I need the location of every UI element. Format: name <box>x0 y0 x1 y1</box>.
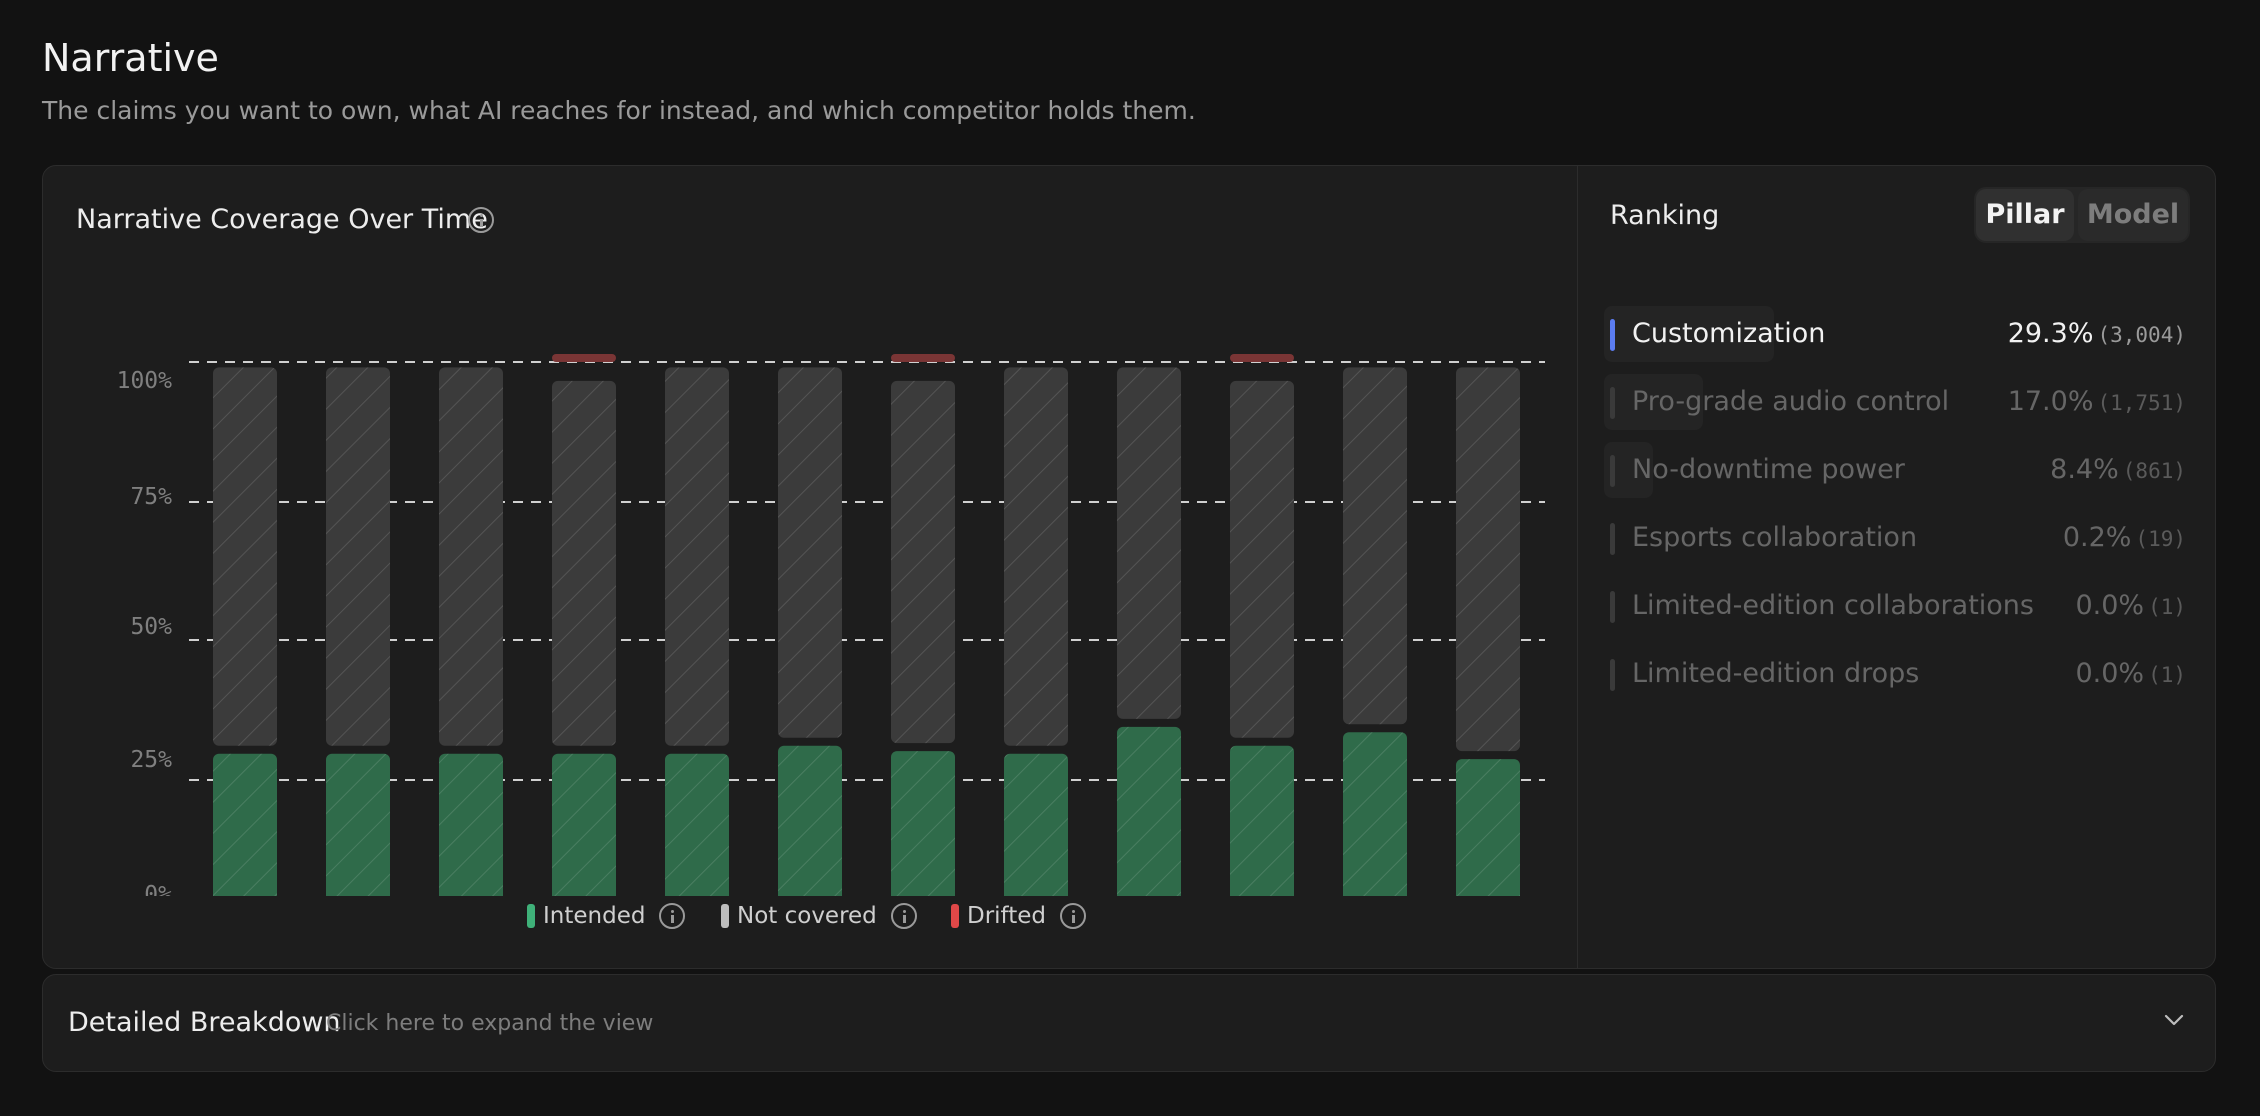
bar-hatch <box>1456 367 1520 752</box>
ranking-value: 0.2% (19) <box>2063 522 2186 553</box>
legend-swatch-not-covered <box>721 904 729 928</box>
bar-hatch <box>1343 367 1407 725</box>
ranking-label: No-downtime power <box>1632 454 1905 485</box>
y-tick-label: 50% <box>130 614 172 640</box>
pillar-model-toggle: Pillar Model <box>1974 187 2190 243</box>
legend-not-covered: Not covered <box>721 901 917 931</box>
ranking-percent: 0.2% <box>2062 522 2132 553</box>
legend-label-intended: Intended <box>543 903 646 929</box>
bar-hatch <box>552 753 616 896</box>
ranking-row[interactable]: Pro-grade audio control 17.0% (1,751) <box>1604 374 2186 430</box>
bar-hatch <box>1456 759 1520 896</box>
bar-hatch <box>552 380 616 746</box>
ranking-percent: 29.3% <box>2007 318 2094 349</box>
y-tick-label: 25% <box>130 747 172 773</box>
info-icon[interactable] <box>468 207 494 233</box>
ranking-row[interactable]: Limited-edition collaborations 0.0% (1) <box>1610 588 2186 628</box>
ranking-marker <box>1610 455 1615 487</box>
legend-swatch-drifted <box>951 904 959 928</box>
toggle-model-button[interactable]: Model <box>2078 189 2188 241</box>
detailed-breakdown[interactable]: Detailed Breakdown Click here to expand … <box>42 974 2216 1072</box>
info-icon[interactable] <box>890 903 917 929</box>
bar-hatch <box>891 751 955 896</box>
ranking-marker <box>1610 659 1615 691</box>
legend-label-not-covered: Not covered <box>737 903 877 929</box>
ranking-count: (861) <box>2122 459 2186 483</box>
bar-hatch <box>1004 753 1068 896</box>
ranking-row[interactable]: Customization 29.3% (3,004) <box>1604 306 2186 362</box>
info-icon[interactable] <box>1060 903 1087 929</box>
ranking-label: Pro-grade audio control <box>1632 386 1950 417</box>
bar-hatch <box>1004 367 1068 746</box>
ranking-marker <box>1610 319 1615 351</box>
ranking-marker <box>1610 523 1615 555</box>
bar-hatch <box>1230 745 1294 896</box>
chevron-down-icon[interactable] <box>2163 1009 2185 1031</box>
y-tick-label: 75% <box>130 484 172 510</box>
chart-legend: Intended Not covered Drifted <box>43 901 1577 931</box>
bar-drifted[interactable] <box>1230 354 1294 362</box>
ranking-count: (1,751) <box>2097 391 2186 415</box>
page-title: Narrative <box>42 36 219 80</box>
ranking-value: 17.0% (1,751) <box>2008 386 2186 417</box>
ranking-marker <box>1610 387 1615 419</box>
ranking-count: (1) <box>2148 595 2186 619</box>
y-tick-label: 0% <box>144 882 172 896</box>
coverage-chart: 0%25%50%75%100%AUG 15AUG 16AUG 17AUG 18A… <box>117 354 1545 896</box>
breakdown-hint: Click here to expand the view <box>326 1011 654 1036</box>
bar-hatch <box>778 745 842 896</box>
ranking-count: (3,004) <box>2097 323 2186 347</box>
bar-hatch <box>1117 726 1181 896</box>
bar-hatch <box>213 367 277 746</box>
ranking-count: (1) <box>2148 663 2186 687</box>
ranking-label: Limited-edition collaborations <box>1632 590 2034 621</box>
toggle-pillar-button[interactable]: Pillar <box>1976 189 2074 241</box>
bar-hatch <box>439 367 503 746</box>
bar-drifted[interactable] <box>552 354 616 362</box>
ranking-value: 29.3% (3,004) <box>2008 318 2186 349</box>
bar-hatch <box>891 380 955 744</box>
ranking-row[interactable]: No-downtime power 8.4% (861) <box>1604 442 2186 498</box>
ranking-share-fill <box>1604 374 1703 430</box>
chart-pane: Narrative Coverage Over Time 0% 25% 50% 75%… <box>43 166 1577 968</box>
ranking-label: Esports collaboration <box>1632 522 1918 553</box>
ranking-count: (19) <box>2135 527 2186 551</box>
ranking-marker <box>1610 591 1615 623</box>
legend-intended: Intended <box>527 901 686 931</box>
bar-hatch <box>439 753 503 896</box>
ranking-percent: 0.0% <box>2075 658 2145 689</box>
legend-swatch-intended <box>527 904 535 928</box>
ranking-pane: Ranking Pillar Model Customization 29.3%(… <box>1577 166 2215 968</box>
chart-title: Narrative Coverage Over Time <box>76 204 488 235</box>
bar-hatch <box>665 753 729 896</box>
bar-hatch <box>1343 732 1407 896</box>
y-tick-label: 100% <box>117 368 173 394</box>
ranking-percent: 0.0% <box>2075 590 2145 621</box>
ranking-value: 8.4% (861) <box>2050 454 2186 485</box>
legend-drifted: Drifted <box>951 901 1087 931</box>
breakdown-title: Detailed Breakdown <box>68 1007 341 1038</box>
ranking-percent: 8.4% <box>2050 454 2119 485</box>
ranking-value: 0.0% (1) <box>2075 658 2186 689</box>
bar-hatch <box>1117 367 1181 719</box>
ranking-label: Customization <box>1632 318 1826 349</box>
bar-hatch <box>326 753 390 896</box>
ranking-value: 0.0% (1) <box>2075 590 2186 621</box>
bar-drifted[interactable] <box>891 354 955 362</box>
ranking-percent: 17.0% <box>2007 386 2094 417</box>
bar-hatch <box>326 367 390 746</box>
bar-hatch <box>213 753 277 896</box>
bar-hatch <box>778 367 842 738</box>
info-icon[interactable] <box>659 903 686 929</box>
legend-label-drifted: Drifted <box>967 903 1047 929</box>
narrative-card: Narrative Coverage Over Time 0% 25% 50% 75%… <box>42 165 2216 969</box>
ranking-share-fill <box>1604 306 1774 362</box>
ranking-row[interactable]: Esports collaboration 0.2% (19) <box>1610 520 2186 560</box>
ranking-label: Limited-edition drops <box>1632 658 1920 689</box>
ranking-row[interactable]: Limited-edition drops 0.0% (1) <box>1610 656 2186 696</box>
bar-hatch <box>665 367 729 746</box>
page-subtitle: The claims you want to own, what AI reac… <box>42 96 1196 125</box>
bar-hatch <box>1230 380 1294 738</box>
ranking-title: Ranking <box>1610 200 1720 231</box>
